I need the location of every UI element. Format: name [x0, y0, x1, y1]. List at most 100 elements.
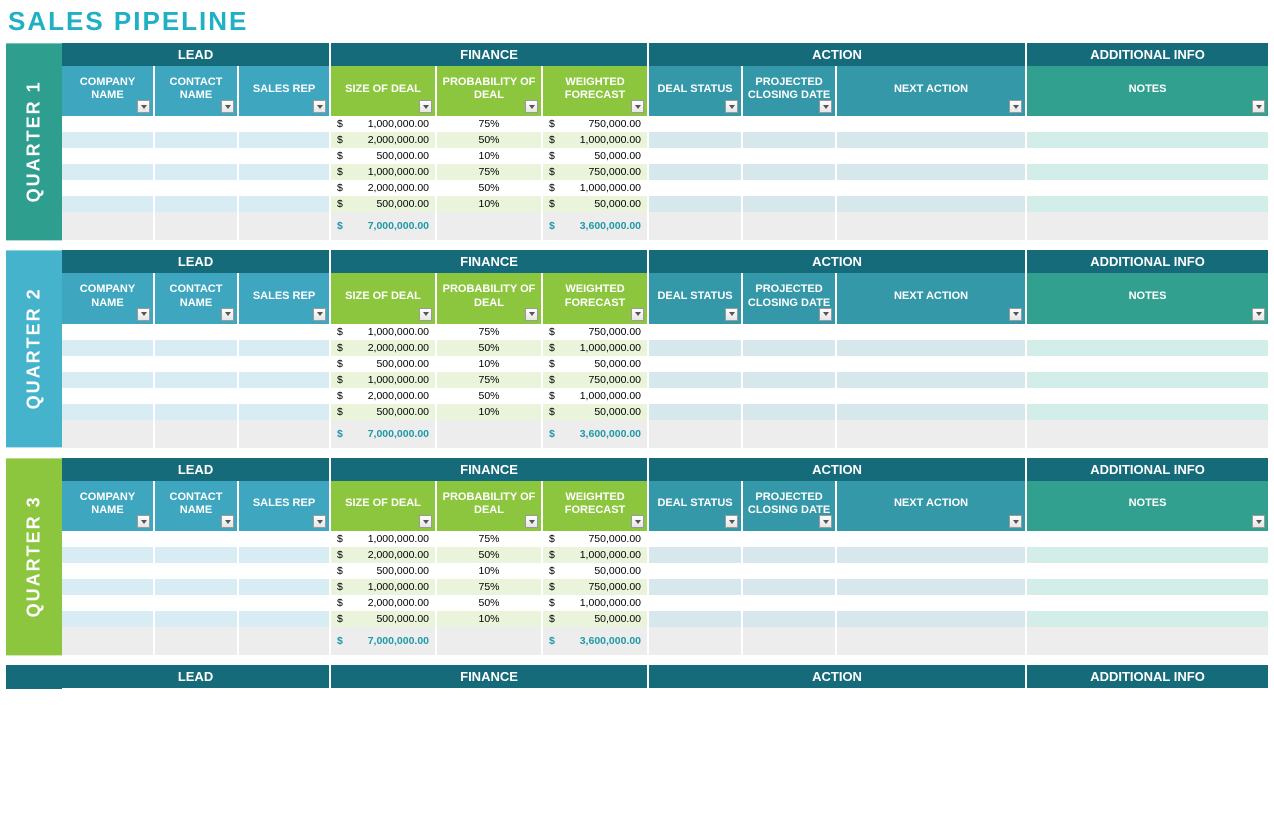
cell-forecast[interactable]: $50,000.00 — [542, 611, 648, 627]
cell-forecast[interactable]: $750,000.00 — [542, 579, 648, 595]
cell-forecast[interactable]: $750,000.00 — [542, 324, 648, 340]
cell-next[interactable] — [836, 340, 1026, 356]
cell-prob[interactable]: 75% — [436, 324, 542, 340]
cell-prob[interactable]: 75% — [436, 579, 542, 595]
cell-next[interactable] — [836, 404, 1026, 420]
cell-size[interactable]: $500,000.00 — [330, 563, 436, 579]
col-notes[interactable]: NOTES — [1026, 66, 1268, 116]
cell-notes[interactable] — [1026, 388, 1268, 404]
cell-rep[interactable] — [238, 563, 330, 579]
cell-company[interactable] — [62, 324, 154, 340]
cell-notes[interactable] — [1026, 180, 1268, 196]
cell-forecast[interactable]: $1,000,000.00 — [542, 595, 648, 611]
next-filter-icon[interactable] — [1009, 100, 1022, 113]
cell-rep[interactable] — [238, 404, 330, 420]
cell-contact[interactable] — [154, 404, 238, 420]
contact-filter-icon[interactable] — [221, 515, 234, 528]
cell-date[interactable] — [742, 595, 836, 611]
table-row[interactable]: $1,000,000.00 75% $750,000.00 — [62, 579, 1268, 595]
cell-rep[interactable] — [238, 547, 330, 563]
cell-next[interactable] — [836, 116, 1026, 132]
cell-forecast[interactable]: $50,000.00 — [542, 356, 648, 372]
size-filter-icon[interactable] — [419, 100, 432, 113]
col-contact[interactable]: CONTACT NAME — [154, 481, 238, 531]
cell-notes[interactable] — [1026, 148, 1268, 164]
cell-forecast[interactable]: $50,000.00 — [542, 563, 648, 579]
cell-date[interactable] — [742, 531, 836, 547]
cell-status[interactable] — [648, 611, 742, 627]
cell-forecast[interactable]: $1,000,000.00 — [542, 180, 648, 196]
cell-size[interactable]: $1,000,000.00 — [330, 579, 436, 595]
cell-size[interactable]: $500,000.00 — [330, 356, 436, 372]
size-filter-icon[interactable] — [419, 308, 432, 321]
prob-filter-icon[interactable] — [525, 100, 538, 113]
cell-rep[interactable] — [238, 356, 330, 372]
cell-contact[interactable] — [154, 579, 238, 595]
status-filter-icon[interactable] — [725, 100, 738, 113]
col-prob[interactable]: PROBABILITY OF DEAL — [436, 66, 542, 116]
col-size[interactable]: SIZE OF DEAL — [330, 481, 436, 531]
col-size[interactable]: SIZE OF DEAL — [330, 273, 436, 323]
date-filter-icon[interactable] — [819, 100, 832, 113]
cell-size[interactable]: $1,000,000.00 — [330, 116, 436, 132]
cell-notes[interactable] — [1026, 611, 1268, 627]
col-notes[interactable]: NOTES — [1026, 273, 1268, 323]
col-forecast[interactable]: WEIGHTED FORECAST — [542, 273, 648, 323]
next-filter-icon[interactable] — [1009, 515, 1022, 528]
cell-date[interactable] — [742, 340, 836, 356]
quarter-tab[interactable]: QUARTER 3 — [6, 458, 62, 655]
cell-contact[interactable] — [154, 132, 238, 148]
cell-date[interactable] — [742, 372, 836, 388]
company-filter-icon[interactable] — [137, 515, 150, 528]
cell-size[interactable]: $1,000,000.00 — [330, 531, 436, 547]
cell-status[interactable] — [648, 547, 742, 563]
quarter-tab[interactable]: QUARTER 1 — [6, 43, 62, 240]
cell-rep[interactable] — [238, 595, 330, 611]
rep-filter-icon[interactable] — [313, 308, 326, 321]
cell-prob[interactable]: 50% — [436, 132, 542, 148]
cell-status[interactable] — [648, 324, 742, 340]
cell-contact[interactable] — [154, 196, 238, 212]
cell-notes[interactable] — [1026, 196, 1268, 212]
cell-next[interactable] — [836, 148, 1026, 164]
cell-company[interactable] — [62, 531, 154, 547]
table-row[interactable]: $1,000,000.00 75% $750,000.00 — [62, 324, 1268, 340]
cell-forecast[interactable]: $1,000,000.00 — [542, 388, 648, 404]
cell-rep[interactable] — [238, 164, 330, 180]
cell-contact[interactable] — [154, 388, 238, 404]
cell-status[interactable] — [648, 148, 742, 164]
cell-next[interactable] — [836, 531, 1026, 547]
cell-company[interactable] — [62, 164, 154, 180]
cell-company[interactable] — [62, 595, 154, 611]
cell-contact[interactable] — [154, 595, 238, 611]
cell-next[interactable] — [836, 372, 1026, 388]
cell-status[interactable] — [648, 132, 742, 148]
cell-notes[interactable] — [1026, 547, 1268, 563]
table-row[interactable]: $500,000.00 10% $50,000.00 — [62, 356, 1268, 372]
cell-prob[interactable]: 75% — [436, 116, 542, 132]
cell-date[interactable] — [742, 164, 836, 180]
cell-rep[interactable] — [238, 340, 330, 356]
cell-status[interactable] — [648, 116, 742, 132]
contact-filter-icon[interactable] — [221, 100, 234, 113]
cell-rep[interactable] — [238, 611, 330, 627]
quarter-tab[interactable]: QUARTER 2 — [6, 250, 62, 447]
cell-prob[interactable]: 50% — [436, 180, 542, 196]
col-date[interactable]: PROJECTED CLOSING DATE — [742, 66, 836, 116]
cell-prob[interactable]: 10% — [436, 563, 542, 579]
cell-prob[interactable]: 50% — [436, 388, 542, 404]
cell-contact[interactable] — [154, 148, 238, 164]
cell-date[interactable] — [742, 148, 836, 164]
cell-next[interactable] — [836, 196, 1026, 212]
cell-notes[interactable] — [1026, 531, 1268, 547]
table-row[interactable]: $1,000,000.00 75% $750,000.00 — [62, 116, 1268, 132]
col-prob[interactable]: PROBABILITY OF DEAL — [436, 273, 542, 323]
cell-status[interactable] — [648, 563, 742, 579]
cell-next[interactable] — [836, 356, 1026, 372]
cell-size[interactable]: $500,000.00 — [330, 611, 436, 627]
cell-date[interactable] — [742, 132, 836, 148]
next-filter-icon[interactable] — [1009, 308, 1022, 321]
cell-prob[interactable]: 10% — [436, 404, 542, 420]
forecast-filter-icon[interactable] — [631, 308, 644, 321]
cell-contact[interactable] — [154, 611, 238, 627]
